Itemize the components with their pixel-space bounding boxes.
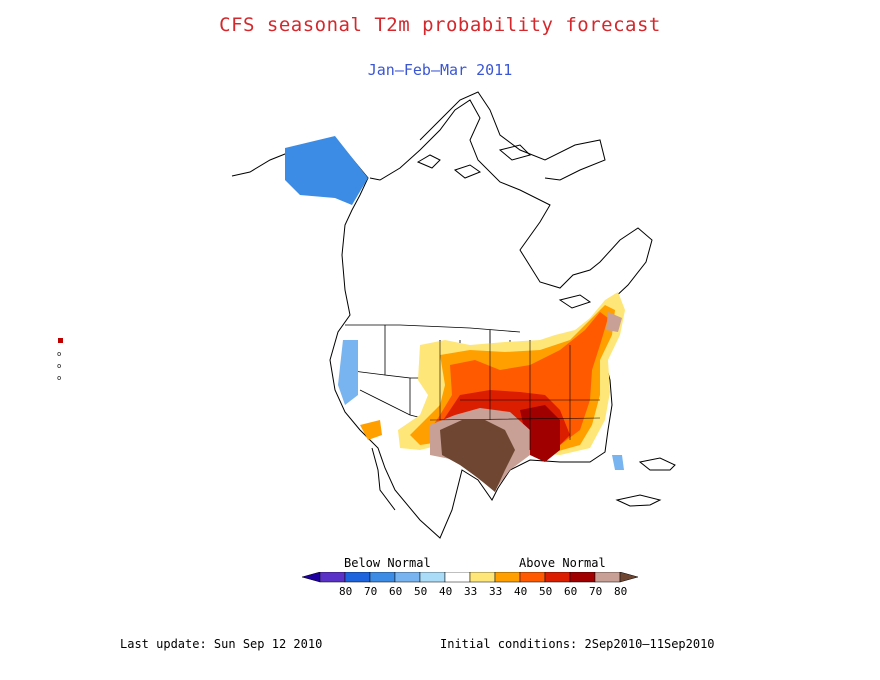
legend-swatch (394, 572, 421, 583)
legend-tick-label: 40 (514, 585, 527, 598)
svg-text:o: o (57, 350, 61, 358)
legend-swatch (319, 572, 346, 583)
northeast-high-area (606, 312, 622, 332)
legend-tick-label: 60 (389, 585, 402, 598)
legend-swatch (544, 572, 571, 583)
highest-above-normal-area (440, 420, 515, 492)
above-normal-shading (360, 292, 625, 492)
legend-tick-label: 33 (464, 585, 477, 598)
legend-tick-label: 60 (564, 585, 577, 598)
legend-below-label: Below Normal (344, 556, 431, 570)
legend-tick-label: 40 (439, 585, 452, 598)
legend-above-label: Above Normal (519, 556, 606, 570)
legend-tick-label: 50 (414, 585, 427, 598)
map-subtitle: Jan–Feb–Mar 2011 (367, 61, 513, 79)
legend-swatch (419, 572, 446, 583)
legend-tick-label: 33 (489, 585, 502, 598)
coastline-outline (231, 91, 676, 539)
pacific-nw-below-normal-area (338, 340, 358, 405)
legend-swatch (344, 572, 371, 583)
probability-legend: 80 70 60 50 40 33 33 40 50 60 70 80 (301, 572, 639, 598)
california-above-normal-area (360, 420, 382, 440)
legend-swatch (494, 572, 521, 583)
legend-tick-label: 80 (614, 585, 627, 598)
last-update-text: Last update: Sun Sep 12 2010 (120, 637, 323, 651)
legend-swatch (469, 572, 496, 583)
map-title: CFS seasonal T2m probability forecast (219, 14, 661, 36)
legend-arrow-right (619, 572, 639, 583)
legend-tick-label: 70 (364, 585, 377, 598)
legend-swatch (369, 572, 396, 583)
side-marker-icon: o o o (57, 338, 63, 382)
legend-swatch (594, 572, 621, 583)
florida-below-normal-area (612, 455, 624, 470)
legend-swatch (444, 572, 471, 583)
alaska-below-normal-area (285, 136, 368, 205)
below-normal-shading (285, 136, 624, 470)
legend-tick-label: 80 (339, 585, 352, 598)
initial-conditions-text: Initial conditions: 2Sep2010–11Sep2010 (440, 637, 715, 651)
legend-tick-label: 50 (539, 585, 552, 598)
legend-swatch (519, 572, 546, 583)
legend-tick-label: 70 (589, 585, 602, 598)
svg-text:o: o (57, 374, 61, 382)
svg-text:o: o (57, 362, 61, 370)
legend-swatch (569, 572, 596, 583)
legend-arrow-left (301, 572, 321, 583)
overlay-boundaries (429, 330, 601, 450)
